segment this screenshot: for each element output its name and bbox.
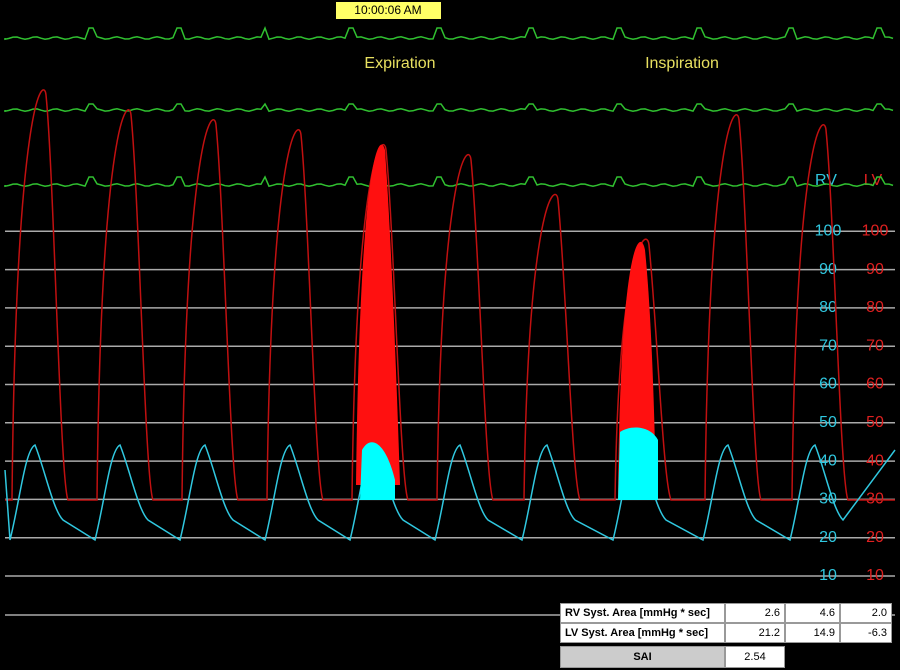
- lv-tick-label: 50: [866, 414, 884, 431]
- ecg-trace: [4, 102, 894, 113]
- rv-tick-label: 70: [819, 337, 837, 354]
- lv-header: LV: [864, 172, 883, 189]
- table-row: RV Syst. Area [mmHg * sec] 2.6 4.6 2.0: [560, 603, 892, 623]
- rv-area: [618, 427, 658, 500]
- cell: 2.0: [840, 603, 892, 623]
- time-box: [336, 2, 441, 19]
- table-row: SAI 2.54: [560, 646, 892, 668]
- cell: 2.6: [725, 603, 785, 623]
- rv-tick-label: 90: [819, 261, 837, 278]
- lv-tick-label: 70: [866, 337, 884, 354]
- cell: -6.3: [840, 623, 892, 643]
- lv-tick-label: 10: [866, 567, 884, 584]
- rv-header: RV: [815, 172, 837, 189]
- lv-trace: [5, 89, 895, 501]
- rv-tick-label: 10: [819, 567, 837, 584]
- lv-tick-label: 40: [866, 452, 884, 469]
- lv-tick-label: 90: [866, 261, 884, 278]
- rv-tick-label: 80: [819, 299, 837, 316]
- ecg-trace: [4, 175, 894, 188]
- rv-tick-label: 20: [819, 529, 837, 546]
- timestamp: 10:00:06 AM: [354, 3, 421, 17]
- rv-tick-label: 100: [815, 223, 842, 240]
- phase-label: Expiration: [364, 55, 435, 72]
- table-row: LV Syst. Area [mmHg * sec] 21.2 14.9 -6.…: [560, 623, 892, 643]
- rv-tick-label: 40: [819, 452, 837, 469]
- ecg-trace: [4, 25, 894, 41]
- lv-area: [356, 144, 400, 485]
- cell: 2.54: [725, 646, 785, 668]
- phase-label: Inspiration: [645, 55, 719, 72]
- rv-tick-label: 50: [819, 414, 837, 431]
- row-label: LV Syst. Area [mmHg * sec]: [560, 623, 725, 643]
- cell: 21.2: [725, 623, 785, 643]
- lv-tick-label: 20: [866, 529, 884, 546]
- rv-trace: [4, 443, 896, 542]
- row-label: SAI: [560, 646, 725, 668]
- cell: 4.6: [785, 603, 840, 623]
- rv-tick-label: 60: [819, 376, 837, 393]
- cell: 14.9: [785, 623, 840, 643]
- row-label: RV Syst. Area [mmHg * sec]: [560, 603, 725, 623]
- rv-tick-label: 30: [819, 491, 837, 508]
- rv-area: [360, 442, 395, 500]
- lv-tick-label: 100: [862, 223, 889, 240]
- area-table: RV Syst. Area [mmHg * sec] 2.6 4.6 2.0 L…: [560, 603, 892, 668]
- lv-tick-label: 30: [866, 491, 884, 508]
- lv-tick-label: 80: [866, 299, 884, 316]
- lv-tick-label: 60: [866, 376, 884, 393]
